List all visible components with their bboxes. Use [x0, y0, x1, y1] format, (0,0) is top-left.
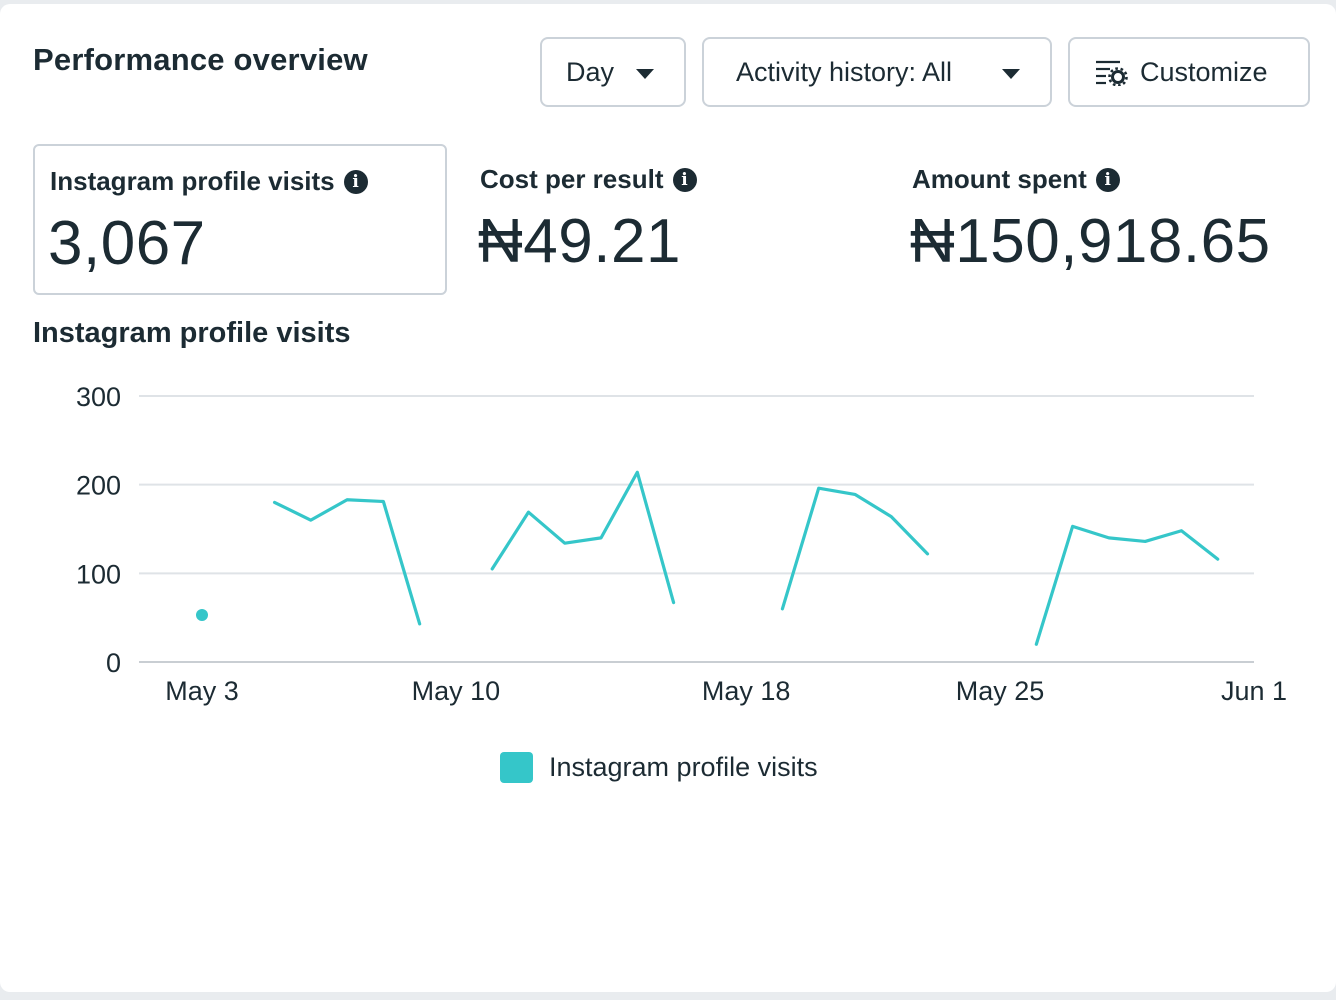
info-icon[interactable]: i	[672, 167, 697, 192]
caret-down-icon	[1002, 69, 1020, 79]
metric-value: ₦150,918.65	[910, 207, 1271, 276]
sliders-gear-icon	[1096, 60, 1128, 86]
page-title: Performance overview	[33, 42, 368, 77]
metric-cost-per-result[interactable]: Cost per result i ₦49.21	[465, 144, 865, 295]
legend-label: Instagram profile visits	[549, 752, 818, 782]
customize-label: Customize	[1140, 56, 1268, 87]
metric-amount-spent[interactable]: Amount spent i ₦150,918.65	[897, 144, 1317, 295]
metric-value: ₦49.21	[478, 207, 681, 276]
performance-overview-card: Performance overview Day Activity histor…	[0, 4, 1336, 992]
metric-label: Amount spent	[912, 164, 1087, 194]
info-icon[interactable]: i	[1095, 167, 1120, 192]
info-icon[interactable]: i	[343, 169, 368, 194]
caret-down-icon	[636, 69, 654, 79]
activity-history-label: Activity history: All	[736, 56, 953, 87]
day-dropdown-label: Day	[566, 56, 615, 87]
legend-swatch	[500, 752, 533, 783]
activity-history-dropdown[interactable]: Activity history: All	[702, 37, 1052, 107]
metric-value: 3,067	[48, 209, 206, 278]
metric-label: Instagram profile visits	[50, 166, 335, 196]
metric-profile-visits[interactable]: Instagram profile visits i 3,067	[33, 144, 447, 295]
customize-button[interactable]: Customize	[1068, 37, 1310, 107]
day-dropdown[interactable]: Day	[540, 37, 686, 107]
chart-title: Instagram profile visits	[33, 317, 351, 349]
chart-legend[interactable]: Instagram profile visits	[500, 752, 818, 783]
metric-label: Cost per result	[480, 164, 664, 194]
